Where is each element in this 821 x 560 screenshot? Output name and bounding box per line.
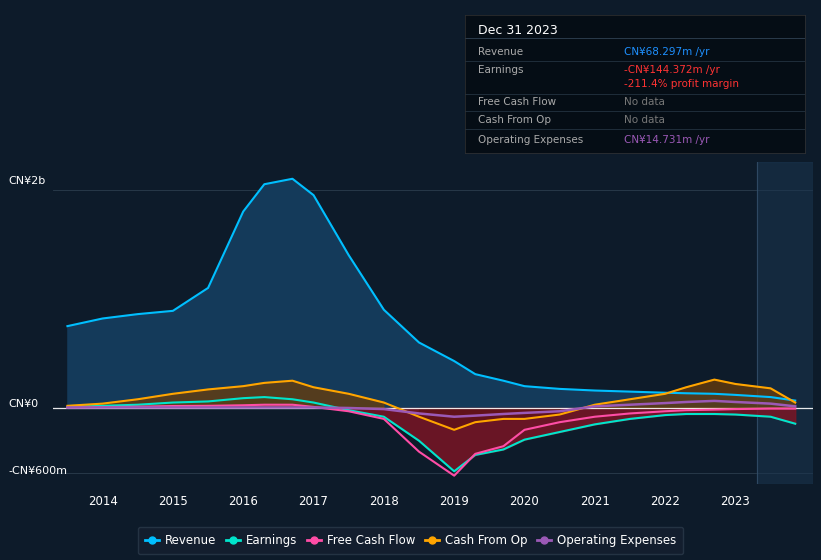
Text: CN¥0: CN¥0 xyxy=(8,399,39,408)
Text: No data: No data xyxy=(625,97,665,107)
Text: Dec 31 2023: Dec 31 2023 xyxy=(479,24,558,38)
Text: -211.4% profit margin: -211.4% profit margin xyxy=(625,79,740,89)
Text: Revenue: Revenue xyxy=(479,47,524,57)
Text: Earnings: Earnings xyxy=(479,65,524,75)
Text: Free Cash Flow: Free Cash Flow xyxy=(479,97,557,107)
Text: Operating Expenses: Operating Expenses xyxy=(479,134,584,144)
Text: CN¥68.297m /yr: CN¥68.297m /yr xyxy=(625,47,710,57)
Text: -CN¥600m: -CN¥600m xyxy=(8,466,67,477)
Text: Cash From Op: Cash From Op xyxy=(479,115,551,125)
Text: CN¥2b: CN¥2b xyxy=(8,176,45,186)
Bar xyxy=(756,162,813,484)
Legend: Revenue, Earnings, Free Cash Flow, Cash From Op, Operating Expenses: Revenue, Earnings, Free Cash Flow, Cash … xyxy=(138,527,683,554)
Text: No data: No data xyxy=(625,115,665,125)
Text: CN¥14.731m /yr: CN¥14.731m /yr xyxy=(625,134,710,144)
Text: -CN¥144.372m /yr: -CN¥144.372m /yr xyxy=(625,65,720,75)
